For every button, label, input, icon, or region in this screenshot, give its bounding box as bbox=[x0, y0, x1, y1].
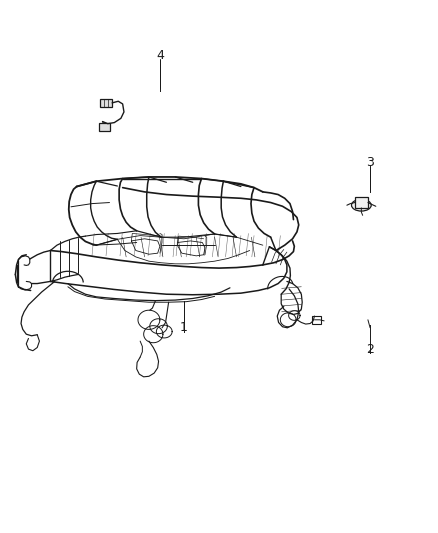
Bar bbox=[100, 99, 112, 107]
Text: 4: 4 bbox=[156, 50, 164, 62]
Text: 1: 1 bbox=[180, 321, 188, 334]
Bar bbox=[312, 316, 321, 324]
Text: 2: 2 bbox=[366, 343, 374, 356]
Text: 3: 3 bbox=[366, 156, 374, 169]
Bar bbox=[355, 197, 368, 208]
Bar bbox=[99, 123, 110, 131]
Ellipse shape bbox=[351, 199, 371, 211]
